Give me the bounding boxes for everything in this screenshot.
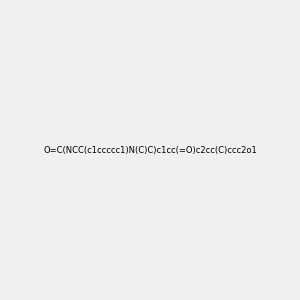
Text: O=C(NCC(c1ccccc1)N(C)C)c1cc(=O)c2cc(C)ccc2o1: O=C(NCC(c1ccccc1)N(C)C)c1cc(=O)c2cc(C)cc… xyxy=(43,146,257,154)
